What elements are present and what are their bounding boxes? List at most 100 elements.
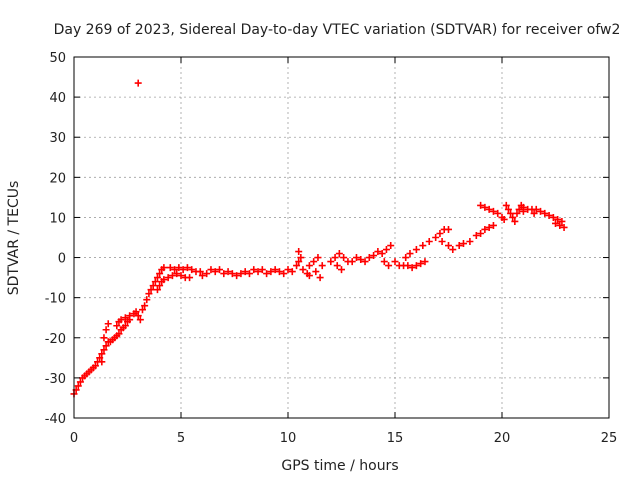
grid xyxy=(74,57,609,418)
data-point xyxy=(147,286,155,294)
data-point xyxy=(421,258,429,266)
data-point xyxy=(417,260,425,268)
data-point xyxy=(333,262,341,270)
x-tick-label: 5 xyxy=(177,431,185,446)
data-point xyxy=(406,250,414,258)
data-point xyxy=(143,296,151,304)
data-point xyxy=(241,268,249,276)
data-point xyxy=(138,306,146,314)
data-point xyxy=(267,268,275,276)
data-point xyxy=(404,262,412,270)
axis-ticks: 0 5 10 15 20 25 -40 -30 -20 -10 0 10 20 30 40 50 xyxy=(45,51,618,446)
data-point xyxy=(216,266,224,274)
data-point xyxy=(166,264,174,272)
data-point xyxy=(380,258,388,266)
data-point xyxy=(145,290,153,298)
data-point xyxy=(438,238,446,246)
data-point xyxy=(295,248,303,256)
data-point xyxy=(554,215,562,223)
data-point xyxy=(156,270,164,278)
y-tick-label: -20 xyxy=(45,332,66,347)
data-point xyxy=(556,221,564,229)
data-point xyxy=(412,262,420,270)
data-point xyxy=(220,270,228,278)
data-point xyxy=(100,334,108,342)
x-axis-label: GPS time / hours xyxy=(281,458,398,474)
x-tick-label: 20 xyxy=(494,431,511,446)
data-point xyxy=(560,223,568,231)
data-point xyxy=(331,254,339,262)
data-point xyxy=(327,258,335,266)
data-point xyxy=(541,209,549,217)
data-point xyxy=(361,258,369,266)
data-point xyxy=(425,238,433,246)
data-point xyxy=(455,242,463,250)
data-point xyxy=(98,350,106,358)
data-point xyxy=(502,201,510,209)
data-point xyxy=(224,268,232,276)
data-point xyxy=(134,312,142,320)
data-point xyxy=(432,234,440,241)
data-point xyxy=(271,266,279,274)
data-point xyxy=(365,254,373,262)
data-point xyxy=(385,262,393,270)
data-point xyxy=(177,272,185,280)
data-point xyxy=(74,382,82,390)
data-point xyxy=(436,229,444,237)
data-point xyxy=(305,262,313,270)
data-point xyxy=(449,246,457,254)
data-point xyxy=(102,342,110,350)
data-point xyxy=(297,254,305,262)
data-point xyxy=(96,354,104,362)
data-point xyxy=(153,286,161,294)
data-point xyxy=(179,266,187,274)
data-point xyxy=(513,209,521,217)
data-point xyxy=(132,308,140,316)
data-point xyxy=(102,326,110,334)
y-axis-label: SDTVAR / TECUs xyxy=(6,181,22,296)
chart-title: Day 269 of 2023, Sidereal Day-to-day VTE… xyxy=(54,22,621,38)
data-point xyxy=(211,268,219,276)
data-point xyxy=(258,266,266,274)
data-point xyxy=(160,264,168,272)
data-point xyxy=(293,262,301,270)
x-tick-label: 25 xyxy=(601,431,618,446)
data-point xyxy=(196,268,204,276)
data-point xyxy=(489,207,497,215)
y-tick-label: 0 xyxy=(58,252,66,267)
data-point xyxy=(207,266,215,274)
data-point xyxy=(100,346,108,354)
data-point xyxy=(228,270,236,278)
data-point xyxy=(250,266,258,274)
data-point xyxy=(134,79,142,87)
data-point xyxy=(288,268,296,276)
data-point xyxy=(168,272,176,280)
data-point xyxy=(153,274,161,282)
data-point xyxy=(549,213,557,221)
data-point xyxy=(160,276,168,284)
data-point xyxy=(314,254,322,262)
data-point xyxy=(558,217,566,225)
data-point xyxy=(374,248,382,256)
data-point xyxy=(183,264,191,272)
data-point xyxy=(115,330,123,338)
data-point xyxy=(459,240,467,248)
data-point xyxy=(280,270,288,278)
data-point xyxy=(537,207,545,215)
data-point xyxy=(121,314,129,322)
data-point xyxy=(402,254,410,262)
data-point xyxy=(504,205,512,213)
data-point xyxy=(445,225,452,233)
data-point xyxy=(141,302,149,310)
data-point xyxy=(245,270,253,278)
data-point xyxy=(545,211,553,219)
data-point xyxy=(198,272,206,280)
data-point xyxy=(378,250,386,258)
data-point xyxy=(500,215,508,223)
data-point xyxy=(156,282,164,290)
data-point xyxy=(481,203,489,211)
data-point xyxy=(203,270,211,278)
data-point xyxy=(494,209,502,217)
data-point xyxy=(511,217,519,225)
